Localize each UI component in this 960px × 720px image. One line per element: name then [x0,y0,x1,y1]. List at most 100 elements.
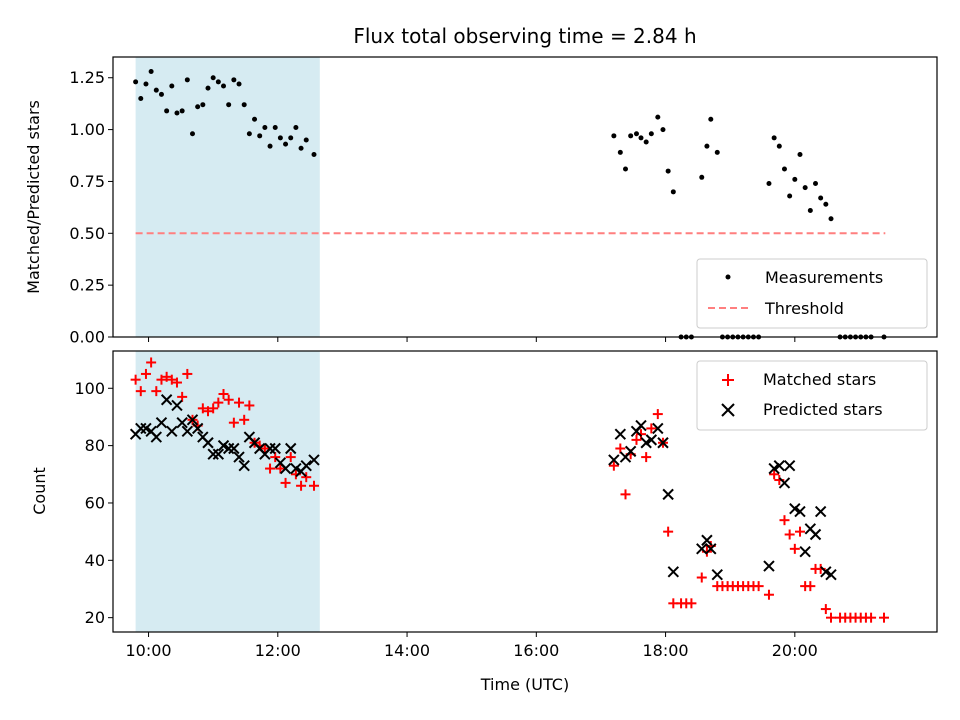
matched-star-point [641,452,652,463]
measurement-point [174,110,180,116]
matched-star-point [826,612,837,623]
bottom-panel: 20 40 60 80 100 10:00 12:00 14:00 16:00 18:00 20:… [30,350,938,694]
matched-star-point [686,598,697,609]
measurement-point [802,185,808,191]
predicted-star-point [279,462,292,475]
predicted-star-point [300,459,312,472]
y-tick-label: 60 [85,493,105,512]
measurement-point [241,102,247,108]
measurement-point [138,95,144,101]
measurement-point [221,83,227,89]
measurement-point [164,108,170,114]
y-tick-label: 20 [85,608,105,627]
matched-star-point [213,397,224,408]
y-tick-label: 100 [74,379,105,398]
matched-star-point [244,400,255,411]
x-axis-label: Time (UTC) [480,675,569,694]
predicted-star-point [171,399,183,412]
y-tick-label: 80 [85,436,105,455]
y-tick-label: 40 [85,551,105,570]
measurement-point [303,137,309,143]
predicted-star-point [285,442,297,455]
x-tick-label: 18:00 [643,641,689,660]
predicted-star-point [222,442,235,455]
matched-star-point [270,452,281,463]
measurement-point [298,145,304,151]
measurement-point [226,102,232,108]
y-tick-label: 0.00 [69,328,105,347]
predicted-star-point [202,437,214,449]
measurement-point [655,114,661,120]
measurement-point [262,125,268,131]
predicted-star-point [264,442,276,455]
measurement-point [288,135,294,141]
predicted-star-point [608,454,620,466]
matched-star-point [259,443,270,454]
measurement-point [169,83,175,89]
predicted-star-point [155,416,168,429]
measurement-point [766,181,772,187]
measurement-point [267,143,273,149]
measurement-point [771,135,777,141]
measurement-point [622,166,628,172]
matched-star-point [820,604,831,615]
legend-threshold-label: Threshold [764,299,844,318]
measurement-point [828,216,834,222]
matched-star-point [140,368,151,379]
chart-title: Flux total observing time = 2.84 h [353,24,696,48]
measurement-point [617,149,623,155]
top-y-ticks: 0.00 0.25 0.50 0.75 1.00 1.25 [69,68,113,347]
legend-predicted-marker [721,403,735,417]
x-tick-label: 12:00 [255,641,301,660]
matched-star-point [763,589,774,600]
measurement-point [205,85,211,91]
measurement-point [708,116,714,122]
predicted-star-point [799,546,811,558]
matched-star-point [636,429,647,440]
predicted-star-point [635,419,647,432]
predicted-star-point [652,422,664,435]
matched-star-point [177,391,188,402]
measurement-point [195,104,201,110]
predicted-star-point [662,488,674,501]
predicted-star-point [166,425,178,437]
predicted-star-point [825,568,837,581]
measurement-point [210,75,216,81]
top-legend: Measurements Threshold [696,258,928,329]
predicted-star-point [809,528,822,541]
measurement-point [797,151,803,157]
bottom-y-ticks: 20 40 60 80 100 [74,379,113,627]
predicted-star-point [212,448,225,460]
y-tick-label: 0.50 [69,224,105,243]
matched-star-point [296,480,307,491]
matched-star-point [615,443,626,454]
predicted-star-point [238,459,250,472]
legend-measurements-marker [725,274,731,280]
matched-star-point [161,371,172,382]
measurement-point [628,133,634,139]
measurement-point [633,131,639,137]
matched-star-point [218,389,229,400]
matched-star-point [280,477,291,488]
matched-star-point [753,581,764,592]
predicted-star-point [701,534,713,546]
measurement-point [184,77,190,83]
bottom-y-axis-label: Count [30,467,49,515]
measurement-point [670,189,676,195]
measurement-point [311,151,317,157]
predicted-star-point [778,477,791,489]
predicted-star-point [207,448,219,460]
predicted-star-point [814,505,827,518]
matched-star-point [223,394,234,405]
measurement-point [293,125,299,131]
matched-star-point [769,469,780,480]
measurement-point [807,207,813,213]
x-tick-label: 14:00 [384,641,430,660]
top-legend-box [696,258,928,329]
measurement-point [699,174,705,180]
matched-star-point [866,612,877,623]
measurement-point [643,139,649,145]
x-tick-label: 20:00 [772,641,818,660]
measurement-point [231,77,237,83]
